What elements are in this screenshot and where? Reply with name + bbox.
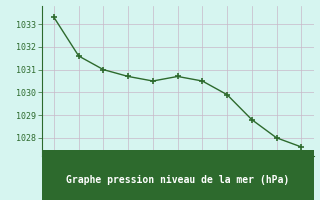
X-axis label: Graphe pression niveau de la mer (hPa): Graphe pression niveau de la mer (hPa) <box>66 175 289 185</box>
